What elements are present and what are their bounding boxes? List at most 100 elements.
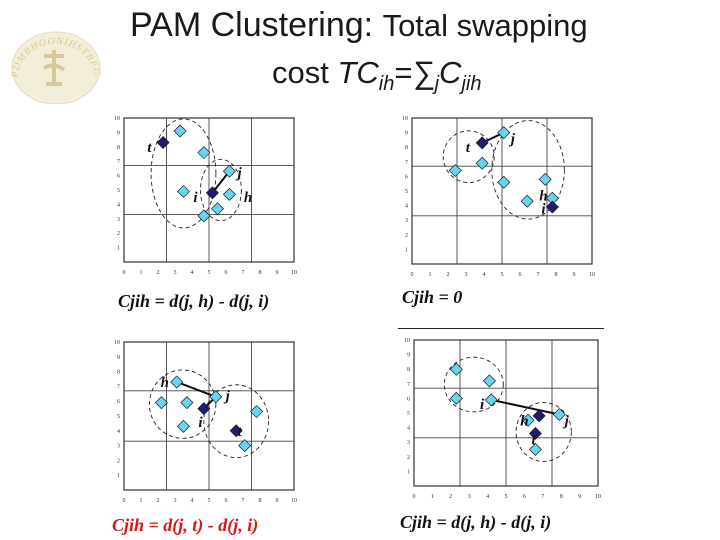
point-label-t: t [238,424,243,440]
y-tick-label: 10 [114,340,120,346]
y-tick-label: 10 [114,116,120,122]
scatter-panel-case4: 0 1 2 3 4 5 6 7 8 9 10 1 2 3 4 5 6 7 8 9 10 i h j t [404,338,601,500]
x-tick-label: 8 [259,270,262,276]
title-rest: Total swapping [382,8,588,43]
title-sub-j: j [434,73,440,96]
data-object-point [520,194,534,208]
data-object-point [497,126,511,140]
title-equals: = [394,55,413,90]
y-tick-label: 6 [117,174,120,180]
slide-title-line2: cost TCih=∑jCjih [272,55,481,96]
point-label-i: i [198,415,203,431]
y-tick-label: 4 [407,426,410,432]
x-tick-label: 2 [157,498,160,504]
y-tick-label: 2 [405,233,408,239]
data-object-point [250,405,264,419]
medoid-point [475,136,489,150]
title-tc: TC [337,55,379,90]
scatter-panel-case2: 0 1 2 3 4 5 6 7 8 9 10 1 2 3 4 5 6 7 8 9 10 t j hi [402,116,595,278]
cluster-outline [515,402,572,462]
x-tick-label: 6 [523,494,526,500]
y-tick-label: 1 [407,469,410,475]
point-label-t: t [147,140,152,156]
data-object-point [222,164,236,178]
y-tick-label: 1 [117,473,120,479]
point-label-i: i [480,397,485,413]
formula-case2: Cjih = 0 [402,287,463,307]
data-object-point [211,202,224,216]
x-tick-label: 8 [259,498,262,504]
y-tick-label: 10 [404,338,410,344]
y-tick-label: 5 [407,411,410,417]
point-label-j: j [509,131,516,147]
x-tick-label: 0 [413,494,416,500]
y-tick-label: 7 [117,384,120,390]
data-object-point [197,209,211,223]
x-tick-label: 5 [208,498,211,504]
y-tick-label: 6 [405,174,408,180]
y-tick-label: 4 [117,202,120,208]
distance-link [491,398,560,416]
scatter-panel-case1: 0 1 2 3 4 5 6 7 8 9 10 1 2 3 4 5 6 7 8 9 10 t j i h [114,116,297,276]
medoid-point [528,426,542,440]
y-tick-label: 3 [407,440,410,446]
x-tick-label: 3 [174,498,177,504]
data-object-point [173,124,187,138]
x-tick-label: 10 [589,272,595,278]
data-object-point [238,439,252,453]
x-tick-label: 6 [519,272,522,278]
y-tick-label: 10 [402,116,408,122]
data-object-point [180,396,194,410]
medoid-point [205,186,219,200]
data-object-point [209,390,223,404]
x-tick-label: 9 [573,272,576,278]
x-tick-label: 6 [225,270,228,276]
x-tick-label: 9 [276,498,279,504]
x-tick-label: 5 [505,494,508,500]
data-object-point [521,413,535,427]
x-tick-label: 10 [291,498,297,504]
data-object-point [482,374,496,388]
y-tick-label: 8 [117,370,120,376]
data-object-point [197,146,211,160]
x-tick-label: 8 [560,494,563,500]
y-tick-label: 4 [405,204,408,210]
x-tick-label: 4 [486,494,489,500]
y-tick-label: 8 [407,367,410,373]
y-tick-label: 3 [117,444,120,450]
x-tick-label: 2 [447,272,450,278]
y-tick-label: 6 [117,399,120,405]
y-tick-label: 9 [117,355,120,361]
x-tick-label: 1 [431,494,434,500]
cluster-outline [491,120,565,220]
x-tick-label: 3 [465,272,468,278]
y-tick-label: 7 [117,159,120,165]
x-tick-label: 10 [595,494,601,500]
x-tick-label: 9 [276,270,279,276]
point-label-h: h [244,190,252,206]
x-tick-label: 6 [225,498,228,504]
y-tick-label: 7 [407,382,410,388]
title-cost-word: cost [272,55,338,90]
cluster-outline [199,158,242,222]
title-main: PAM Clustering: [130,6,383,44]
y-tick-label: 9 [405,131,408,137]
data-object-point [222,187,236,201]
distance-link [176,381,217,398]
x-tick-label: 9 [578,494,581,500]
divider-line [398,328,604,329]
data-object-point [170,375,184,389]
x-tick-label: 2 [157,270,160,276]
title-sub-ih: ih [378,73,395,96]
cluster-outline [443,356,504,413]
point-label-i: i [193,190,198,206]
x-tick-label: 0 [123,270,126,276]
y-tick-label: 8 [405,145,408,151]
y-tick-label: 4 [117,429,120,435]
x-tick-label: 0 [123,498,126,504]
data-object-point [552,407,566,421]
point-label-i: i [541,202,546,218]
title-sub-jih: jih [461,73,482,96]
university-seal-icon: PDMBHOONIHSTRFG [10,31,101,104]
formula-case1: Cjih = d(j, h) - d(j, i) [118,291,270,311]
